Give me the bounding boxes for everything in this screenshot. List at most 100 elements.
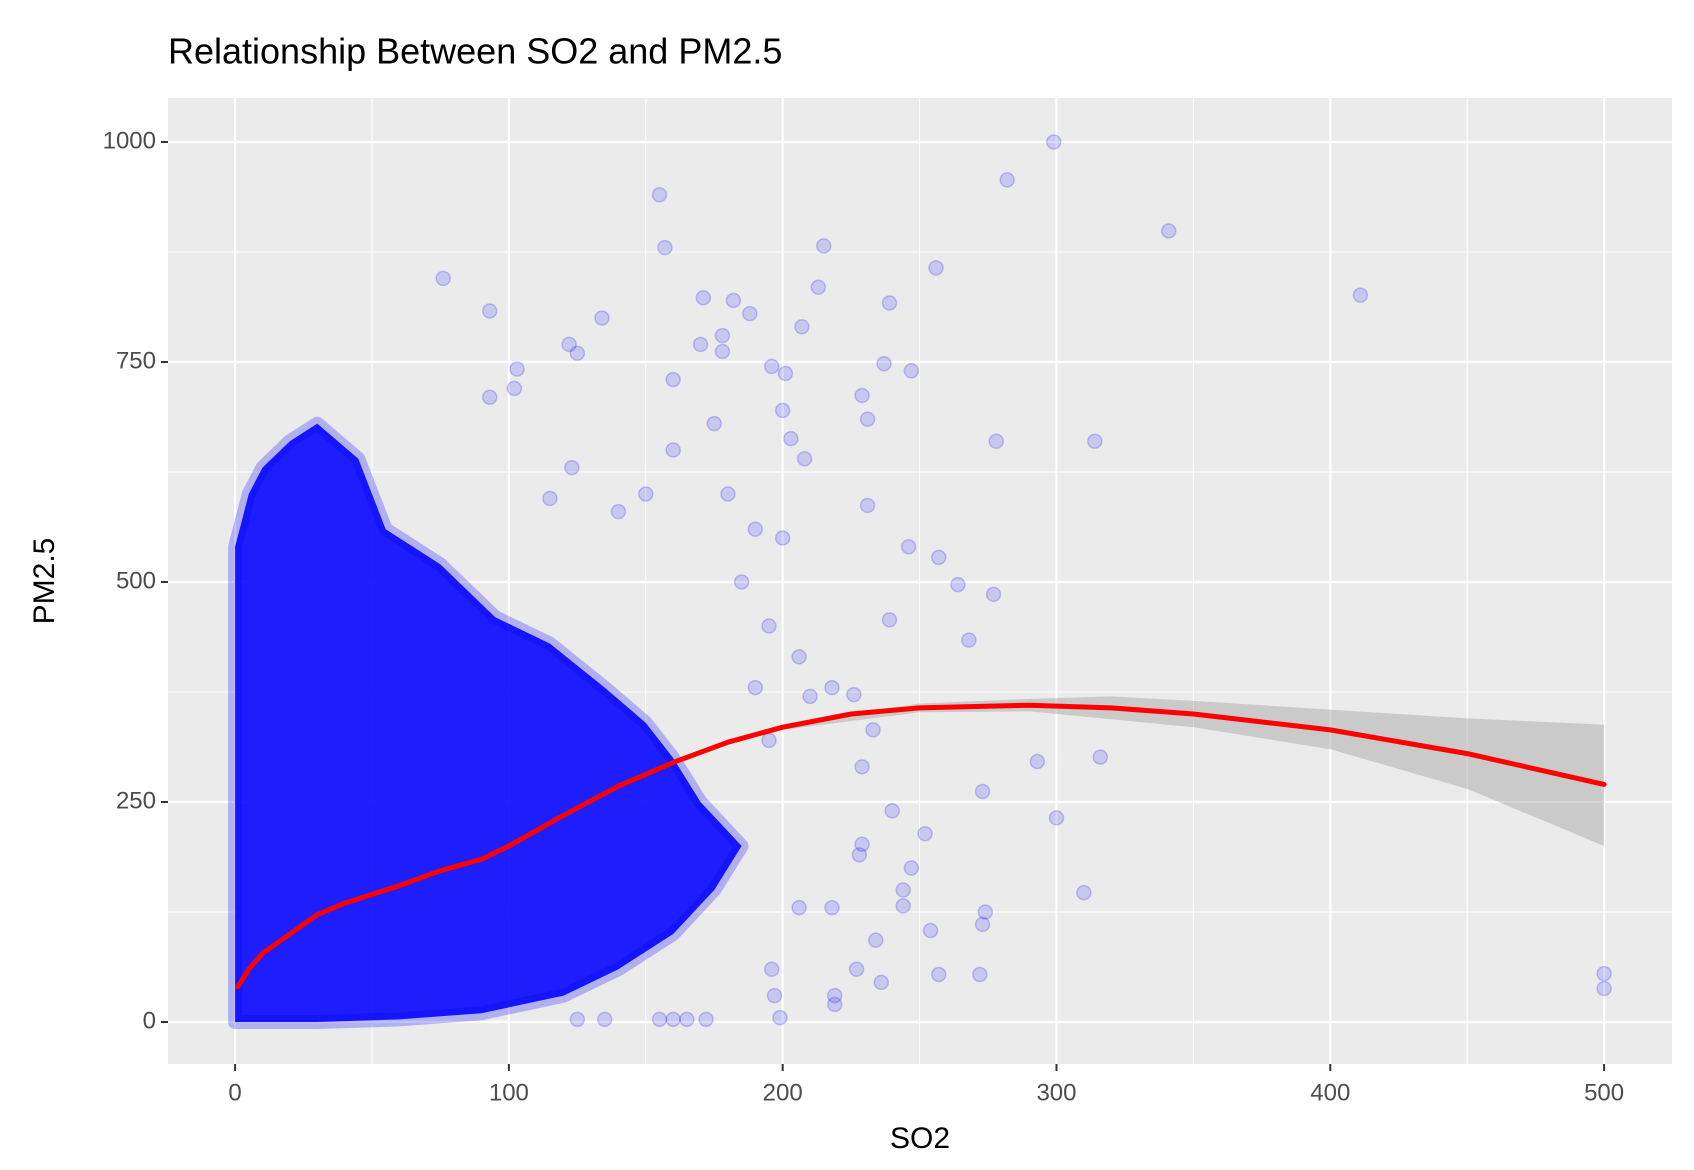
point bbox=[747, 521, 764, 537]
point bbox=[884, 803, 900, 819]
point bbox=[564, 459, 580, 476]
point bbox=[481, 389, 498, 405]
point bbox=[509, 361, 525, 377]
point bbox=[1029, 753, 1046, 770]
y-tick-label: 0 bbox=[143, 1007, 156, 1034]
point bbox=[714, 343, 731, 360]
point bbox=[824, 899, 840, 916]
point bbox=[854, 836, 870, 853]
point bbox=[651, 1011, 668, 1028]
point bbox=[826, 987, 843, 1004]
point bbox=[999, 172, 1015, 188]
point bbox=[977, 904, 994, 920]
point bbox=[868, 932, 884, 948]
point bbox=[810, 279, 827, 295]
point bbox=[706, 415, 722, 432]
point bbox=[931, 549, 947, 566]
point bbox=[1596, 980, 1612, 997]
point bbox=[796, 451, 813, 467]
point bbox=[561, 336, 577, 353]
point bbox=[854, 759, 870, 775]
point bbox=[859, 411, 876, 427]
point bbox=[865, 722, 881, 738]
point bbox=[895, 882, 911, 898]
point bbox=[610, 503, 627, 520]
point bbox=[596, 1011, 613, 1028]
point bbox=[903, 363, 920, 379]
point bbox=[777, 365, 794, 382]
point bbox=[594, 310, 610, 326]
point bbox=[895, 898, 911, 914]
x-tick-label: 100 bbox=[489, 1079, 529, 1106]
point bbox=[928, 260, 944, 276]
x-tick-label: 500 bbox=[1584, 1079, 1624, 1106]
point bbox=[846, 686, 862, 703]
point bbox=[816, 238, 832, 254]
y-tick-label: 250 bbox=[116, 787, 156, 814]
point bbox=[763, 961, 780, 977]
point bbox=[774, 530, 791, 546]
point bbox=[1161, 223, 1177, 239]
point bbox=[881, 612, 898, 628]
point bbox=[665, 442, 681, 458]
point bbox=[657, 239, 673, 256]
point bbox=[903, 860, 920, 876]
point bbox=[638, 486, 654, 502]
x-tick-label: 200 bbox=[763, 1079, 803, 1106]
point bbox=[761, 618, 777, 634]
point bbox=[679, 1011, 695, 1028]
point bbox=[826, 996, 843, 1013]
point bbox=[848, 961, 865, 977]
point bbox=[931, 966, 947, 983]
point bbox=[950, 576, 966, 593]
point bbox=[791, 649, 807, 665]
point bbox=[1087, 433, 1103, 449]
point bbox=[1352, 287, 1369, 303]
x-tick-label: 300 bbox=[1036, 1079, 1076, 1106]
point bbox=[783, 430, 799, 447]
point bbox=[985, 586, 1002, 603]
point bbox=[1596, 965, 1612, 982]
point bbox=[761, 732, 777, 749]
y-tick-label: 1000 bbox=[103, 127, 156, 154]
point bbox=[692, 336, 709, 353]
point bbox=[774, 402, 791, 419]
y-tick-label: 750 bbox=[116, 347, 156, 374]
x-tick-label: 400 bbox=[1310, 1079, 1350, 1106]
point bbox=[766, 987, 783, 1004]
point bbox=[733, 574, 750, 590]
point bbox=[1076, 884, 1092, 901]
point bbox=[900, 539, 917, 555]
point bbox=[506, 380, 523, 397]
point bbox=[922, 922, 939, 939]
point bbox=[851, 847, 868, 863]
point bbox=[725, 292, 742, 309]
point bbox=[435, 270, 451, 287]
point bbox=[747, 679, 764, 696]
smooth-line bbox=[235, 702, 1607, 990]
point bbox=[665, 1011, 681, 1028]
point bbox=[1048, 810, 1065, 826]
point bbox=[1092, 749, 1109, 765]
point bbox=[698, 1011, 714, 1028]
marks bbox=[228, 134, 1612, 1030]
point bbox=[720, 486, 736, 502]
axes: 0 100 200 300 400 500 0 250 500 750 1000 bbox=[103, 127, 1625, 1106]
point bbox=[791, 899, 807, 916]
point bbox=[1046, 134, 1062, 150]
x-axis-label: SO2 bbox=[890, 1122, 950, 1155]
point bbox=[763, 358, 780, 375]
point bbox=[569, 345, 586, 361]
point bbox=[972, 966, 988, 983]
y-tick-label: 500 bbox=[116, 567, 156, 594]
point bbox=[873, 974, 890, 991]
point bbox=[481, 303, 498, 319]
x-tick-label: 0 bbox=[228, 1079, 241, 1106]
point bbox=[772, 1009, 788, 1026]
dense-cloud bbox=[228, 416, 749, 1030]
point bbox=[988, 433, 1005, 449]
confidence-band bbox=[782, 696, 1605, 847]
point bbox=[802, 688, 818, 705]
point bbox=[876, 356, 892, 372]
